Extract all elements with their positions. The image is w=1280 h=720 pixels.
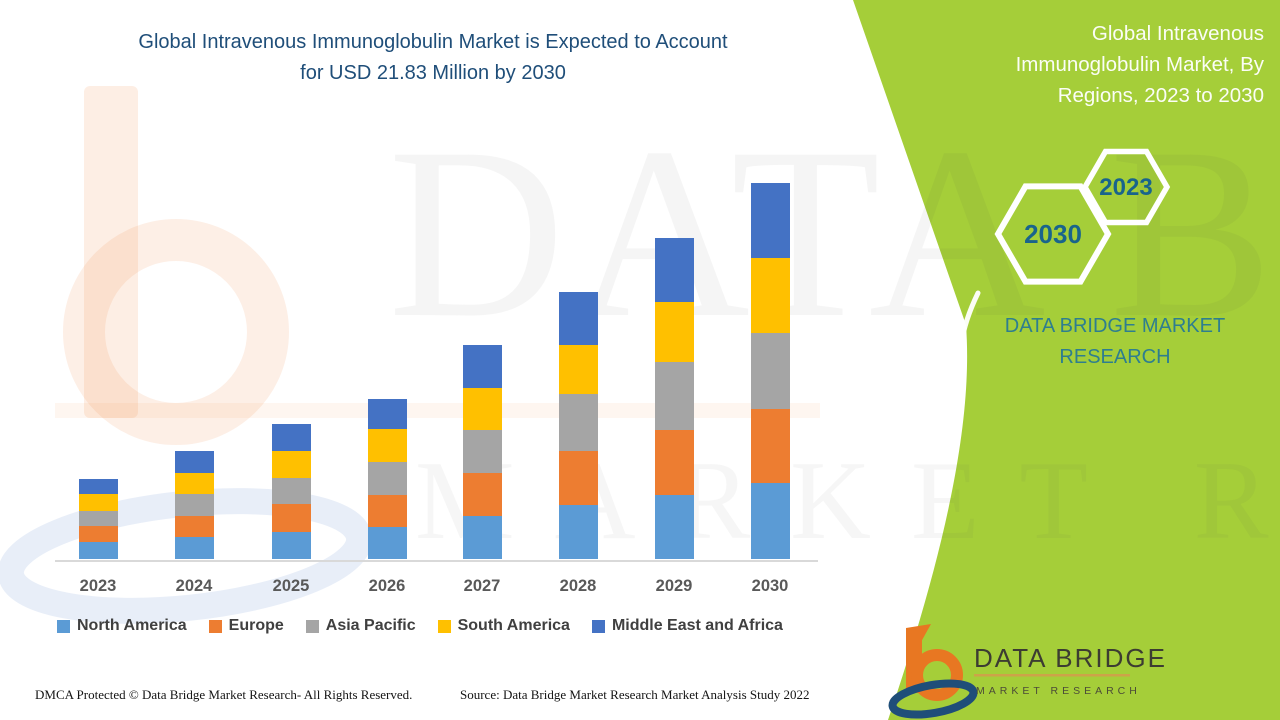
side-panel-heading: Global Intravenous Immunoglobulin Market… xyxy=(1015,22,1264,107)
bar-2026 xyxy=(367,398,407,559)
chart-title: Global Intravenous Immunoglobulin Market… xyxy=(138,31,728,84)
legend-swatch-europe xyxy=(208,619,222,633)
watermark-crossbar xyxy=(55,403,820,418)
bar-2023 xyxy=(78,478,118,559)
bar-2025-segment-middle-east-and-africa xyxy=(271,424,311,451)
bar-2030 xyxy=(750,183,790,559)
legend-swatch-middle-east-and-africa xyxy=(591,619,605,633)
x-axis-label-2030: 2030 xyxy=(751,577,789,595)
bar-2025-segment-south-america xyxy=(271,450,311,479)
bar-2023-segment-europe xyxy=(78,526,118,542)
x-axis-label-2025: 2025 xyxy=(272,577,310,595)
logo-b-bowl xyxy=(911,649,963,701)
bar-2030-segment-europe xyxy=(750,409,790,484)
bar-2027-segment-south-america xyxy=(462,388,502,431)
bar-2028-segment-europe xyxy=(558,450,598,505)
legend-label: South America xyxy=(457,617,570,634)
legend-item-south-america: South America xyxy=(437,617,570,635)
bar-2026-segment-europe xyxy=(367,494,407,527)
logo-name-text: DATA BRIDGE xyxy=(974,643,1167,673)
x-axis-label-2023: 2023 xyxy=(79,577,117,595)
watermark-b-bowl xyxy=(63,219,289,445)
legend-label: Asia Pacific xyxy=(325,617,416,634)
bar-2025-segment-europe xyxy=(271,504,311,532)
bar-2029-segment-north-america xyxy=(654,494,694,559)
bar-2030-segment-middle-east-and-africa xyxy=(750,183,790,259)
x-axis-label-2026: 2026 xyxy=(368,577,406,595)
bar-2026-segment-asia-pacific xyxy=(367,461,407,495)
legend: North America Europe Asia Pacific South Ame… xyxy=(57,617,783,635)
x-axis-label-2024: 2024 xyxy=(175,577,213,595)
brand-research-text: DATA BRIDGE MARKET RESEARCH xyxy=(1004,315,1226,368)
legend-item-middle-east-and-africa: Middle East and Africa xyxy=(591,617,783,635)
x-axis-label-2028: 2028 xyxy=(559,577,597,595)
legend-item-asia-pacific: Asia Pacific xyxy=(305,617,416,635)
bar-2023-segment-middle-east-and-africa xyxy=(78,478,118,494)
databridge-logo: DATA BRIDGE MARKET RESEARCH xyxy=(888,624,1167,719)
legend-label: Europe xyxy=(228,617,284,634)
legend-swatch-north-america xyxy=(57,619,70,633)
bar-2027-segment-north-america xyxy=(462,516,502,559)
watermark-b-stem xyxy=(84,86,138,418)
legend-label: Middle East and Africa xyxy=(611,617,783,634)
hexagon-2030-label: 2030 xyxy=(1024,219,1082,249)
bar-2026-segment-north-america xyxy=(367,526,407,559)
bar-2025 xyxy=(271,424,311,559)
footer-source: Source: Data Bridge Market Research Mark… xyxy=(460,687,810,702)
bar-2024-segment-south-america xyxy=(174,473,214,495)
bar-2027-segment-asia-pacific xyxy=(462,430,502,474)
bar-2030-segment-south-america xyxy=(750,258,790,333)
bar-2024-segment-asia-pacific xyxy=(174,494,214,516)
bar-2029 xyxy=(654,238,694,559)
bar-2029-segment-europe xyxy=(654,430,694,495)
white-crescent xyxy=(957,290,981,397)
hexagon-2023-label: 2023 xyxy=(1099,174,1152,201)
bar-2024-segment-europe xyxy=(174,515,214,538)
logo-subtitle-text: MARKET RESEARCH xyxy=(976,685,1141,697)
legend-label: North America xyxy=(77,617,187,634)
bar-2023-segment-south-america xyxy=(78,493,118,511)
bar-2024-segment-north-america xyxy=(174,537,214,559)
bar-2028-segment-middle-east-and-africa xyxy=(558,292,598,345)
bar-2023-segment-asia-pacific xyxy=(78,510,118,527)
bar-2027-segment-europe xyxy=(462,473,502,516)
hexagon-2023 xyxy=(1081,148,1171,226)
bar-2026-segment-south-america xyxy=(367,429,407,462)
bar-2028 xyxy=(558,292,598,559)
bar-2024-segment-middle-east-and-africa xyxy=(174,451,214,474)
bar-2028-segment-south-america xyxy=(558,344,598,394)
bar-2028-segment-asia-pacific xyxy=(558,393,598,451)
logo-blue-swoosh xyxy=(888,679,978,719)
legend-swatch-south-america xyxy=(437,619,451,633)
bar-2026-segment-middle-east-and-africa xyxy=(367,398,407,430)
bar-2030-segment-north-america xyxy=(750,483,790,559)
bar-2025-segment-north-america xyxy=(271,531,311,559)
bar-2029-segment-middle-east-and-africa xyxy=(654,238,694,302)
bar-2025-segment-asia-pacific xyxy=(271,478,311,505)
bar-2029-segment-asia-pacific xyxy=(654,362,694,431)
x-axis-line xyxy=(55,560,818,562)
bar-2029-segment-south-america xyxy=(654,301,694,363)
bar-2027-segment-middle-east-and-africa xyxy=(462,344,502,389)
bar-2030-segment-asia-pacific xyxy=(750,332,790,410)
bar-2027 xyxy=(462,344,502,559)
footer-dmca: DMCA Protected © Data Bridge Market Rese… xyxy=(35,687,413,702)
bar-2024 xyxy=(174,451,214,559)
x-axis-label-2027: 2027 xyxy=(463,577,501,595)
logo-gold-underline xyxy=(974,674,1130,677)
legend-item-north-america: North America xyxy=(57,617,187,635)
bar-2023-segment-north-america xyxy=(78,542,118,559)
legend-swatch-asia-pacific xyxy=(305,619,319,633)
legend-item-europe: Europe xyxy=(208,617,284,635)
bar-2028-segment-north-america xyxy=(558,504,598,559)
x-axis-label-2029: 2029 xyxy=(655,577,693,595)
hexagon-2030 xyxy=(994,183,1112,285)
